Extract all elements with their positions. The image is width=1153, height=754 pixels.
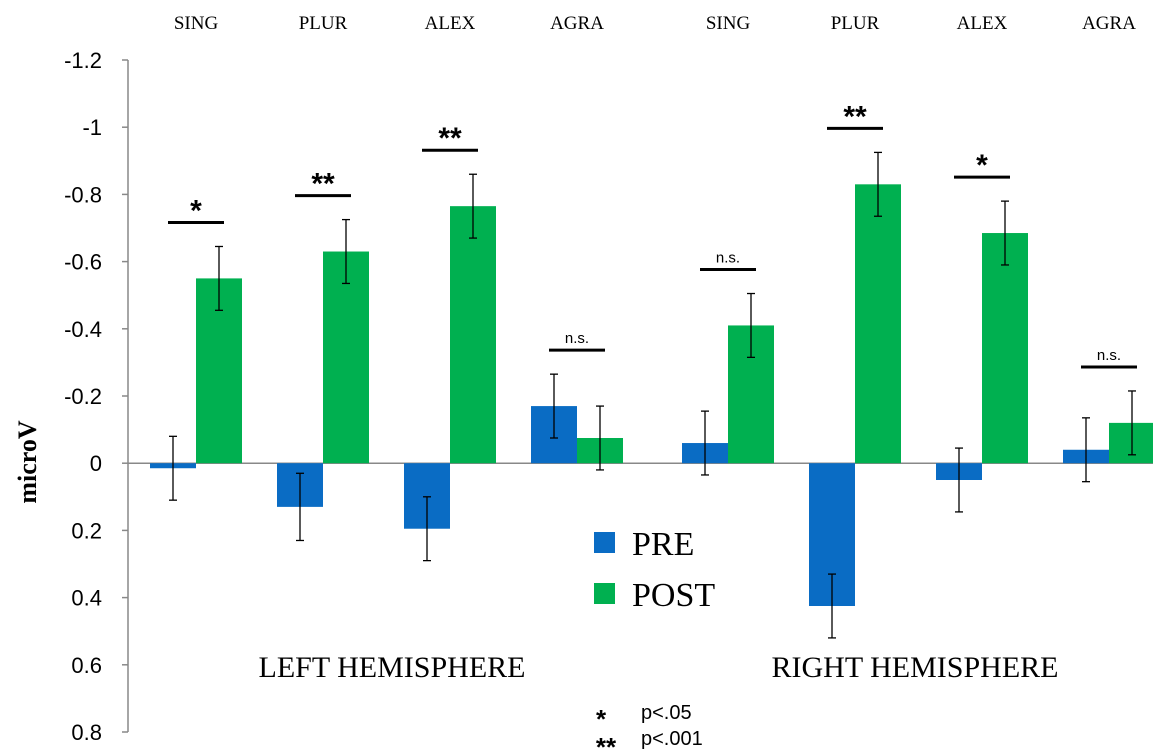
y-tick-label: 0: [90, 451, 102, 476]
note-text-2: p<.001: [641, 728, 703, 750]
y-axis-title: microV: [13, 420, 42, 503]
group-label-left: LEFT HEMISPHERE: [259, 651, 526, 684]
note-text-1: p<.05: [641, 702, 692, 724]
legend: PRE POST: [594, 526, 715, 614]
significance-label: n.s.: [565, 330, 589, 347]
significance-label: **: [843, 100, 867, 133]
y-tick-label: 0.4: [71, 586, 102, 611]
bar-post: [323, 251, 369, 464]
y-tick-label: -1: [82, 115, 102, 140]
significance-label: **: [311, 168, 335, 201]
legend-swatch-post: [594, 583, 615, 604]
labels: SING * PLUR ** ALEX ** AGRA n.s. SING n.s. PLUR ** A…: [168, 13, 1137, 369]
legend-swatch-pre: [594, 532, 615, 553]
group-label-right: RIGHT HEMISPHERE: [772, 651, 1059, 684]
category-label: AGRA: [1082, 13, 1136, 34]
note-symbol-1: *: [596, 704, 607, 734]
y-tick-label: -0.4: [64, 317, 102, 342]
category-label: SING: [174, 13, 219, 34]
significance-label: *: [976, 149, 988, 182]
legend-label-post: POST: [632, 577, 715, 614]
significance-label: *: [190, 194, 202, 227]
significance-label: n.s.: [1097, 347, 1121, 364]
legend-label-pre: PRE: [632, 526, 694, 563]
note-symbol-2: **: [596, 732, 617, 754]
category-label: PLUR: [831, 13, 880, 34]
bar-post: [855, 184, 901, 464]
y-tick-label: -0.8: [64, 182, 102, 207]
y-tick-label: -0.2: [64, 384, 102, 409]
bars: [150, 151, 1153, 639]
significance-label: **: [438, 122, 462, 155]
bar-post: [982, 233, 1028, 464]
y-tick-label: -1.2: [64, 48, 102, 73]
category-label: ALEX: [957, 13, 1008, 34]
bar-post: [450, 206, 496, 464]
y-tick-label: 0.8: [71, 720, 102, 745]
y-tick-label: 0.6: [71, 653, 102, 678]
significance-notes: * p<.05 ** p<.001: [596, 702, 703, 754]
category-label: SING: [706, 13, 751, 34]
category-label: ALEX: [425, 13, 476, 34]
y-tick-label: 0.2: [71, 518, 102, 543]
category-label: PLUR: [299, 13, 348, 34]
significance-label: n.s.: [716, 250, 740, 267]
y-tick-label: -0.6: [64, 250, 102, 275]
category-label: AGRA: [550, 13, 604, 34]
axes: -1.2 -1 -0.8 -0.6 -0.4 -0.2 0 0.2 0.4 0.6 0.8: [64, 48, 1153, 745]
bar-post: [1109, 422, 1153, 464]
